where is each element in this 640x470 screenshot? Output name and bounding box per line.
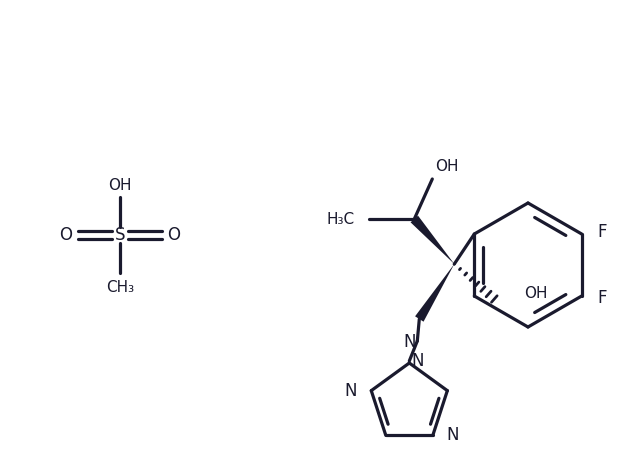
Text: F: F [598,289,607,307]
Text: N: N [345,382,357,400]
Text: OH: OH [524,287,548,301]
Text: F: F [598,223,607,241]
Text: H₃C: H₃C [326,212,355,227]
Text: O: O [168,226,180,244]
Text: N: N [403,333,415,351]
Polygon shape [415,264,454,321]
Text: OH: OH [108,178,132,193]
Text: CH₃: CH₃ [106,280,134,295]
Text: O: O [60,226,72,244]
Polygon shape [411,216,454,264]
Text: S: S [115,226,125,244]
Text: OH: OH [435,158,459,173]
Text: N: N [447,426,460,444]
Text: N: N [411,352,424,370]
